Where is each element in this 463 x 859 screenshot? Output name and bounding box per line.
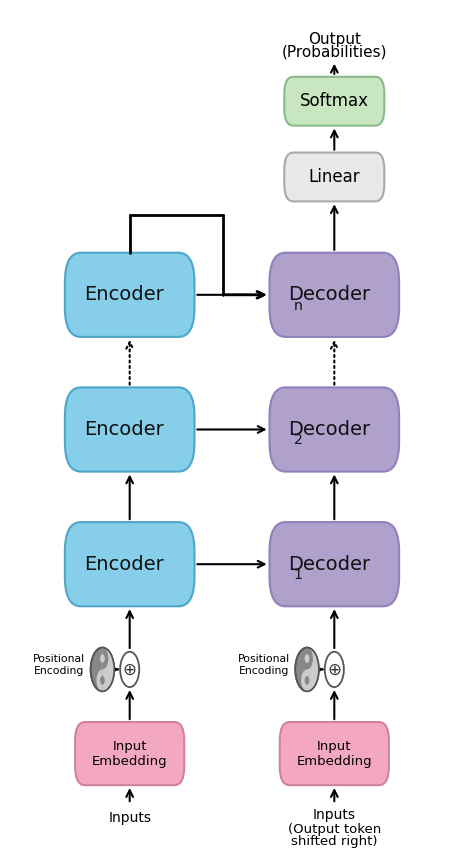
Circle shape	[304, 676, 309, 685]
Text: Positional
Encoding: Positional Encoding	[237, 655, 289, 676]
Text: Decoder: Decoder	[287, 555, 369, 574]
Circle shape	[294, 648, 318, 691]
Text: $\oplus$: $\oplus$	[122, 661, 137, 679]
FancyBboxPatch shape	[75, 722, 184, 785]
FancyBboxPatch shape	[284, 153, 383, 201]
Circle shape	[100, 676, 105, 685]
Wedge shape	[96, 669, 102, 691]
Wedge shape	[300, 669, 307, 691]
Circle shape	[304, 654, 309, 663]
Wedge shape	[102, 648, 108, 669]
Text: 2: 2	[293, 434, 302, 448]
Text: Decoder: Decoder	[287, 420, 369, 439]
Circle shape	[120, 652, 139, 687]
Circle shape	[90, 648, 114, 691]
Text: 1: 1	[293, 568, 302, 582]
Wedge shape	[307, 648, 312, 669]
Wedge shape	[102, 648, 114, 691]
Text: Linear: Linear	[308, 168, 359, 186]
FancyBboxPatch shape	[65, 253, 194, 337]
Text: Input
Embedding: Input Embedding	[296, 740, 371, 768]
Text: Encoder: Encoder	[84, 420, 164, 439]
Text: (Output token: (Output token	[287, 823, 380, 836]
Text: shifted right): shifted right)	[290, 836, 377, 849]
Text: Inputs: Inputs	[312, 808, 355, 822]
Text: Positional
Encoding: Positional Encoding	[33, 655, 85, 676]
FancyBboxPatch shape	[279, 722, 388, 785]
Text: Softmax: Softmax	[299, 92, 368, 110]
Text: $\oplus$: $\oplus$	[326, 661, 341, 679]
Text: Encoder: Encoder	[84, 285, 164, 304]
Wedge shape	[307, 648, 318, 691]
Text: n: n	[293, 299, 302, 313]
FancyBboxPatch shape	[65, 387, 194, 472]
FancyBboxPatch shape	[269, 387, 398, 472]
Text: Inputs: Inputs	[108, 812, 151, 825]
Text: Input
Embedding: Input Embedding	[92, 740, 167, 768]
FancyBboxPatch shape	[65, 522, 194, 606]
FancyBboxPatch shape	[284, 76, 383, 125]
Text: (Probabilities): (Probabilities)	[281, 45, 386, 60]
Text: Decoder: Decoder	[287, 285, 369, 304]
FancyBboxPatch shape	[269, 253, 398, 337]
Circle shape	[324, 652, 343, 687]
Circle shape	[100, 654, 105, 663]
Text: Output: Output	[307, 33, 360, 47]
FancyBboxPatch shape	[269, 522, 398, 606]
Text: Encoder: Encoder	[84, 555, 164, 574]
